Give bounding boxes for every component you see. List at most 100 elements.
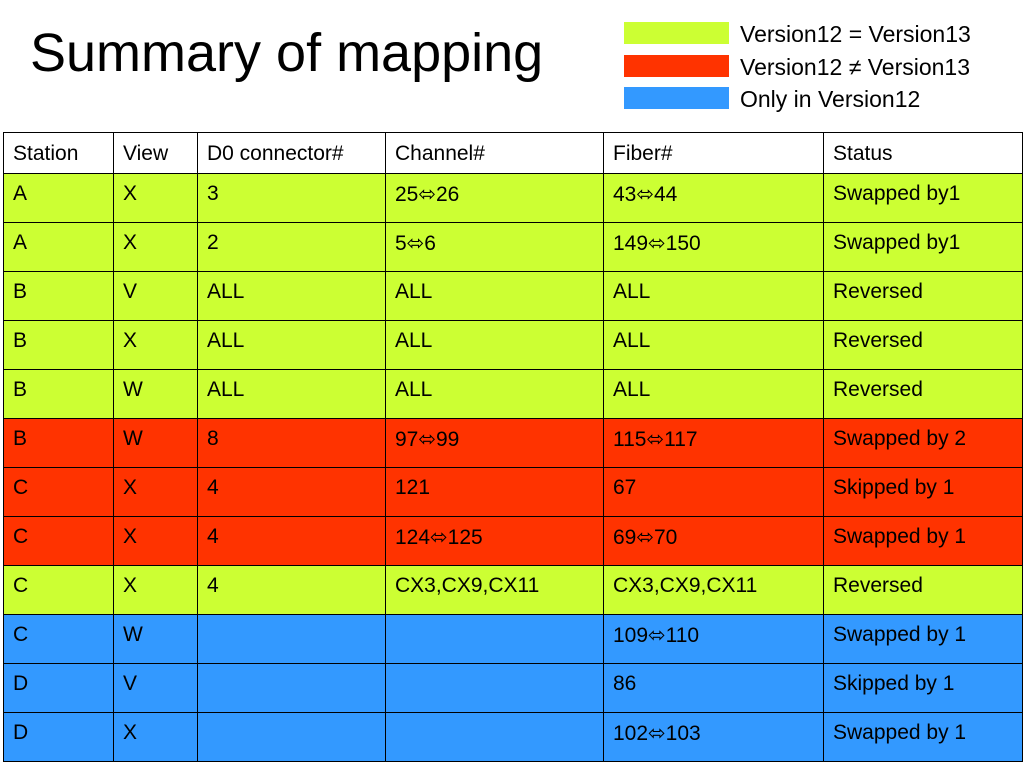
cell-d0-connector: ALL xyxy=(197,271,386,321)
cell-status: Reversed xyxy=(823,320,1023,370)
cell-d0-connector: 8 xyxy=(197,418,386,468)
cell-channel: ALL xyxy=(385,369,604,419)
legend-label-diff: Version12 ≠ Version13 xyxy=(740,53,970,80)
cell-fiber: ALL xyxy=(603,271,824,321)
cell-fiber: 115⬄117 xyxy=(603,418,824,468)
cell-fiber: ALL xyxy=(603,369,824,419)
table-row: A X 2 5⬄6 149⬄150 Swapped by1 xyxy=(3,222,1023,272)
table-row: C X 4 124⬄125 69⬄70 Swapped by 1 xyxy=(3,516,1023,566)
legend-label-same: Version12 = Version13 xyxy=(740,21,971,47)
cell-view: X xyxy=(113,467,198,517)
cell-status: Swapped by1 xyxy=(823,173,1023,223)
legend-swatch-same xyxy=(624,22,729,44)
cell-d0-connector: 2 xyxy=(197,222,386,272)
cell-view: W xyxy=(113,369,198,419)
table-row: D V 86 Skipped by 1 xyxy=(3,663,1023,713)
cell-channel xyxy=(385,614,604,664)
cell-view: X xyxy=(113,320,198,370)
table-body: A X 3 25⬄26 43⬄44 Swapped by1 A X 2 5⬄6 149⬄150 Swa… xyxy=(3,173,1023,762)
cell-station: C xyxy=(3,614,114,664)
cell-view: V xyxy=(113,271,198,321)
cell-station: C xyxy=(3,565,114,615)
header-station: Station xyxy=(3,132,114,174)
cell-station: C xyxy=(3,516,114,566)
cell-view: X xyxy=(113,565,198,615)
cell-channel xyxy=(385,712,604,762)
cell-status: Reversed xyxy=(823,565,1023,615)
cell-channel: 5⬄6 xyxy=(385,222,604,272)
legend-swatch-only xyxy=(624,87,729,109)
cell-d0-connector: 3 xyxy=(197,173,386,223)
cell-channel: ALL xyxy=(385,320,604,370)
cell-view: W xyxy=(113,614,198,664)
header-channel: Channel# xyxy=(385,132,604,174)
table-row: B W 8 97⬄99 115⬄117 Swapped by 2 xyxy=(3,418,1023,468)
cell-channel: 124⬄125 xyxy=(385,516,604,566)
cell-status: Swapped by 1 xyxy=(823,614,1023,664)
cell-station: A xyxy=(3,173,114,223)
cell-channel xyxy=(385,663,604,713)
cell-station: A xyxy=(3,222,114,272)
cell-station: C xyxy=(3,467,114,517)
cell-view: X xyxy=(113,712,198,762)
cell-station: B xyxy=(3,369,114,419)
cell-status: Swapped by1 xyxy=(823,222,1023,272)
table-row: C W 109⬄110 Swapped by 1 xyxy=(3,614,1023,664)
cell-status: Swapped by 1 xyxy=(823,516,1023,566)
table-row: C X 4 CX3,CX9,CX11 CX3,CX9,CX11 Reversed xyxy=(3,565,1023,615)
cell-d0-connector: 4 xyxy=(197,565,386,615)
cell-channel: CX3,CX9,CX11 xyxy=(385,565,604,615)
cell-fiber: 86 xyxy=(603,663,824,713)
cell-view: X xyxy=(113,222,198,272)
header-view: View xyxy=(113,132,198,174)
cell-d0-connector: 4 xyxy=(197,516,386,566)
cell-status: Reversed xyxy=(823,369,1023,419)
cell-channel: 97⬄99 xyxy=(385,418,604,468)
table-row: C X 4 121 67 Skipped by 1 xyxy=(3,467,1023,517)
cell-fiber: 149⬄150 xyxy=(603,222,824,272)
cell-d0-connector: ALL xyxy=(197,369,386,419)
header-fiber: Fiber# xyxy=(603,132,824,174)
cell-status: Swapped by 1 xyxy=(823,712,1023,762)
cell-station: B xyxy=(3,418,114,468)
cell-view: W xyxy=(113,418,198,468)
cell-station: B xyxy=(3,271,114,321)
cell-d0-connector xyxy=(197,614,386,664)
table-row: A X 3 25⬄26 43⬄44 Swapped by1 xyxy=(3,173,1023,223)
cell-fiber: ALL xyxy=(603,320,824,370)
table-row: B V ALL ALL ALL Reversed xyxy=(3,271,1023,321)
mapping-table: Station View D0 connector# Channel# Fibe… xyxy=(3,132,1023,762)
header-d0-connector: D0 connector# xyxy=(197,132,386,174)
cell-status: Reversed xyxy=(823,271,1023,321)
legend-swatch-diff xyxy=(624,54,729,77)
cell-station: D xyxy=(3,712,114,762)
header-status: Status xyxy=(823,132,1023,174)
table-row: B W ALL ALL ALL Reversed xyxy=(3,369,1023,419)
cell-view: X xyxy=(113,173,198,223)
cell-fiber: 67 xyxy=(603,467,824,517)
cell-station: D xyxy=(3,663,114,713)
cell-status: Swapped by 2 xyxy=(823,418,1023,468)
cell-channel: 25⬄26 xyxy=(385,173,604,223)
cell-fiber: 102⬄103 xyxy=(603,712,824,762)
cell-fiber: 69⬄70 xyxy=(603,516,824,566)
table-row: B X ALL ALL ALL Reversed xyxy=(3,320,1023,370)
cell-view: V xyxy=(113,663,198,713)
cell-d0-connector xyxy=(197,712,386,762)
cell-d0-connector: 4 xyxy=(197,467,386,517)
table-row: D X 102⬄103 Swapped by 1 xyxy=(3,712,1023,762)
cell-fiber: 43⬄44 xyxy=(603,173,824,223)
cell-fiber: CX3,CX9,CX11 xyxy=(603,565,824,615)
cell-status: Skipped by 1 xyxy=(823,663,1023,713)
cell-status: Skipped by 1 xyxy=(823,467,1023,517)
table-header-row: Station View D0 connector# Channel# Fibe… xyxy=(3,132,1023,174)
cell-d0-connector xyxy=(197,663,386,713)
cell-d0-connector: ALL xyxy=(197,320,386,370)
page-title: Summary of mapping xyxy=(30,23,544,83)
legend-label-only: Only in Version12 xyxy=(740,86,921,112)
cell-channel: 121 xyxy=(385,467,604,517)
cell-channel: ALL xyxy=(385,271,604,321)
cell-station: B xyxy=(3,320,114,370)
cell-fiber: 109⬄110 xyxy=(603,614,824,664)
cell-view: X xyxy=(113,516,198,566)
